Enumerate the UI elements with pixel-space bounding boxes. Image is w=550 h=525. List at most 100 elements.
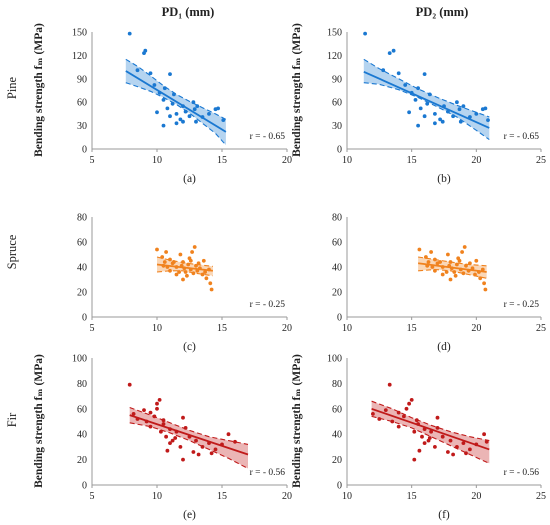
data-point	[148, 424, 153, 429]
regression-line	[125, 70, 227, 133]
data-point	[473, 272, 477, 277]
x-tick-label: 15	[217, 155, 227, 166]
data-point	[383, 408, 388, 412]
panel-c: 5 10 15 20 0 20 40 60 80 r = - 0.25 (c)	[77, 213, 292, 354]
y-tick-label: 20	[77, 455, 87, 466]
data-point	[168, 72, 172, 76]
data-point	[409, 398, 414, 402]
y-tick-label: 100	[72, 354, 87, 365]
data-point	[200, 115, 205, 119]
data-point	[181, 104, 185, 108]
y-tick-label: 40	[77, 263, 87, 274]
data-point	[391, 48, 396, 53]
x-tick-label: 25	[536, 491, 546, 502]
regression-line	[129, 414, 249, 456]
data-point	[458, 119, 463, 124]
y-tick-label: 0	[337, 145, 342, 156]
data-point	[482, 432, 486, 437]
y-tick-label: 90	[332, 74, 342, 85]
y-tick-label: 120	[72, 51, 87, 62]
data-point	[407, 401, 411, 406]
panel-label: (e)	[183, 509, 196, 521]
data-point	[407, 110, 411, 115]
data-point	[387, 51, 392, 55]
data-point	[131, 412, 136, 416]
y-tick-label: 20	[77, 288, 87, 299]
data-point	[172, 260, 176, 264]
panel-a: 5 10 15 20 0 30 60 90 120 150 r = - 0.65 (a)	[72, 28, 292, 186]
data-point	[170, 101, 175, 106]
data-point	[207, 112, 211, 116]
data-point	[170, 438, 175, 443]
y-tick-label: 80	[77, 379, 87, 390]
data-point	[226, 432, 231, 437]
data-point	[412, 457, 417, 462]
row-label-pine: Pine	[5, 76, 19, 99]
data-point	[144, 419, 149, 424]
data-point	[470, 266, 475, 271]
confidence-bound-lower	[129, 422, 249, 469]
data-point	[127, 382, 132, 387]
data-point	[461, 104, 466, 108]
data-point	[148, 71, 153, 76]
data-point	[482, 281, 486, 286]
data-point	[207, 267, 211, 272]
data-point	[409, 90, 414, 95]
data-point	[200, 272, 205, 277]
data-point	[468, 115, 472, 119]
data-point	[455, 262, 459, 267]
data-point	[135, 68, 140, 73]
data-point	[416, 422, 420, 426]
x-tick-label: 20	[282, 155, 292, 166]
data-point	[194, 438, 198, 443]
data-point	[209, 451, 214, 456]
data-point	[183, 426, 188, 430]
confidence-bound-upper	[129, 406, 249, 445]
y-tick-label: 30	[77, 121, 87, 132]
y-tick-label: 60	[77, 98, 87, 109]
data-point	[181, 457, 185, 462]
data-point	[420, 434, 424, 439]
data-point	[451, 114, 455, 119]
y-tick-label: 90	[77, 74, 87, 85]
data-point	[417, 247, 422, 252]
data-point	[427, 92, 432, 97]
y-tick-label: 20	[332, 455, 342, 466]
data-point	[396, 410, 401, 415]
data-point	[468, 261, 472, 266]
data-point	[233, 439, 237, 444]
data-point	[402, 414, 406, 419]
data-point	[174, 121, 179, 126]
data-point	[186, 262, 191, 267]
data-point	[200, 445, 205, 449]
data-point	[161, 98, 166, 102]
data-point	[433, 257, 437, 262]
y-axis-label-fir-right: Bending strength fₘ (MPa)	[291, 354, 303, 488]
data-point	[446, 450, 450, 454]
data-point	[461, 271, 466, 276]
x-tick-label: 10	[342, 323, 352, 334]
column-title-pd1: PD₁ (mm)	[162, 5, 215, 19]
data-point	[164, 434, 169, 439]
data-point	[192, 245, 197, 249]
data-point	[178, 445, 183, 449]
data-point	[453, 273, 458, 278]
x-tick-label: 10	[342, 491, 352, 502]
data-point	[181, 260, 185, 264]
correlation-label: r = - 0.65	[250, 132, 286, 142]
data-point	[440, 119, 445, 124]
data-point	[478, 276, 483, 281]
data-point	[152, 414, 157, 419]
data-point	[165, 448, 170, 453]
data-point	[412, 429, 417, 434]
data-point	[474, 442, 479, 447]
data-point	[201, 258, 206, 263]
data-point	[148, 410, 153, 415]
data-point	[425, 263, 430, 268]
data-point	[371, 412, 375, 416]
data-point	[381, 68, 386, 73]
data-point	[474, 258, 479, 263]
data-point	[486, 118, 490, 122]
panel-label: (b)	[437, 173, 451, 185]
data-point	[422, 72, 427, 76]
